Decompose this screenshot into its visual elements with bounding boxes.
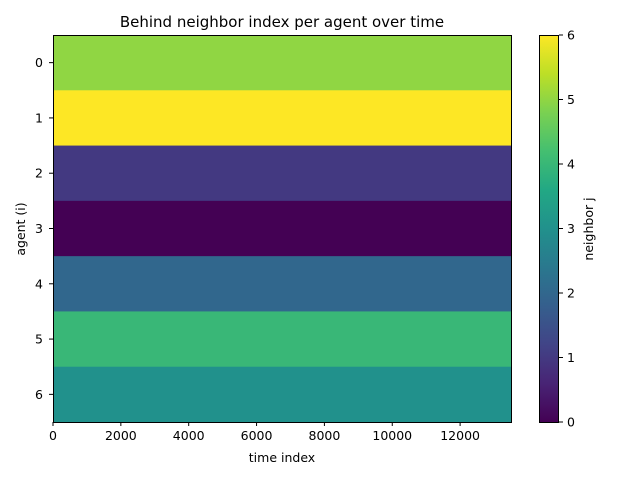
y-tick-label: 1	[35, 110, 43, 125]
x-axis-label: time index	[249, 450, 315, 465]
y-tick-label: 4	[35, 276, 43, 291]
y-axis-ticks: 0 1 2 3 4 5 6	[35, 55, 53, 402]
colorbar-tick-label: 5	[567, 92, 575, 107]
x-axis-ticks: 0 2000 4000 6000 8000 10000 12000	[49, 422, 480, 443]
heatmap-row-0	[53, 35, 511, 91]
y-axis-label: agent (i)	[13, 202, 28, 255]
colorbar-ticks: 0 1 2 3 4 5 6	[559, 28, 575, 430]
colorbar	[539, 35, 559, 422]
heatmap-row-3	[53, 200, 511, 257]
x-tick-label: 10000	[372, 428, 412, 443]
heatmap-row-1	[53, 90, 511, 147]
heatmap-row-4	[53, 256, 511, 312]
heatmap-row-5	[53, 311, 511, 368]
y-tick-label: 5	[35, 332, 43, 347]
colorbar-label: neighbor j	[581, 197, 596, 260]
chart-title: Behind neighbor index per agent over tim…	[120, 13, 444, 31]
heatmap-row-2	[53, 145, 511, 202]
y-tick-label: 3	[35, 221, 43, 236]
colorbar-tick-label: 4	[567, 157, 575, 172]
x-tick-label: 6000	[241, 428, 273, 443]
x-tick-label: 0	[49, 428, 57, 443]
colorbar-tick-label: 3	[567, 221, 575, 236]
x-tick-label: 2000	[105, 428, 137, 443]
x-tick-label: 4000	[173, 428, 205, 443]
colorbar-tick-label: 6	[567, 28, 575, 43]
colorbar-tick-label: 0	[567, 415, 575, 430]
y-tick-label: 6	[35, 387, 43, 402]
y-tick-label: 0	[35, 55, 43, 70]
colorbar-tick-label: 2	[567, 286, 575, 301]
colorbar-tick-label: 1	[567, 350, 575, 365]
heatmap-rows	[53, 35, 511, 423]
y-tick-label: 2	[35, 166, 43, 181]
heatmap-row-6	[53, 366, 511, 423]
colorbar-frame	[539, 35, 559, 423]
x-tick-label: 12000	[440, 428, 480, 443]
x-tick-label: 8000	[309, 428, 341, 443]
plot-frame	[53, 35, 512, 423]
